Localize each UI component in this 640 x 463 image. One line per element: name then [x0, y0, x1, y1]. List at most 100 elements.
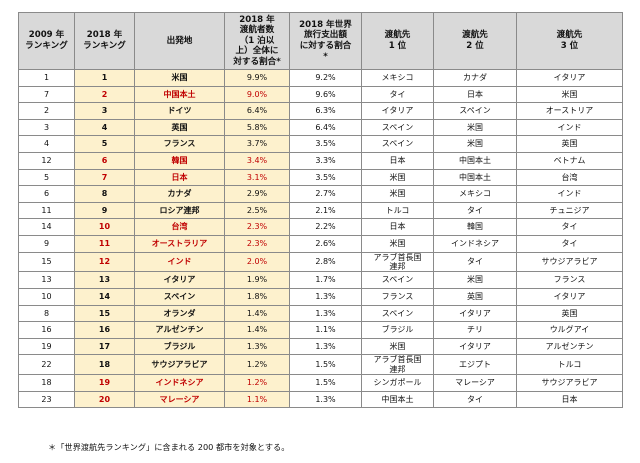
share-travelers-cell: 1.2%: [224, 374, 290, 392]
rank-2009-cell: 7: [18, 85, 75, 104]
share-travelers-cell: 3.1%: [224, 168, 290, 187]
table-row: 7 2 中国本土 9.0% 9.6% タイ 日本 米国: [18, 85, 623, 104]
ranking-table: 2009 年ランキング 2018 年ランキング 出発地 2018 年渡航者数 （1…: [18, 12, 623, 409]
share-travelers-cell: 2.5%: [224, 201, 290, 220]
rank-2009-cell: 9: [18, 234, 75, 253]
destination-2-cell: チリ: [433, 321, 517, 339]
table-row: 10 14 スペイン 1.8% 1.3% フランス 英国 イタリア: [18, 287, 623, 306]
origin-cell: 英国: [134, 118, 225, 137]
header-destination-1: 渡航先 1 位: [361, 12, 434, 70]
destination-1-cell: 中国本土: [361, 390, 434, 409]
origin-cell: カナダ: [134, 185, 225, 203]
share-travelers-cell: 2.3%: [224, 234, 290, 253]
destination-3-cell: 日本: [516, 390, 623, 409]
share-spend-cell: 6.3%: [289, 102, 362, 120]
table-row: 22 18 サウジアラビア 1.2% 1.5% アラブ首長国 連邦 エジプト トルコ: [18, 354, 623, 376]
table-row: 2 3 ドイツ 6.4% 6.3% イタリア スペイン オーストリア: [18, 102, 623, 120]
destination-1-cell: スペイン: [361, 271, 434, 289]
share-travelers-cell: 1.1%: [224, 390, 290, 409]
destination-1-cell: シンガポール: [361, 374, 434, 392]
rank-2009-cell: 22: [18, 354, 75, 376]
share-spend-cell: 2.6%: [289, 234, 362, 253]
share-travelers-cell: 6.4%: [224, 102, 290, 120]
destination-2-cell: イタリア: [433, 337, 517, 356]
share-travelers-cell: 3.7%: [224, 135, 290, 153]
destination-1-cell: ブラジル: [361, 321, 434, 339]
origin-cell: ロシア連邦: [134, 201, 225, 220]
destination-3-cell: 台湾: [516, 168, 623, 187]
destination-1-cell: 米国: [361, 234, 434, 253]
destination-3-cell: インド: [516, 185, 623, 203]
destination-2-cell: エジプト: [433, 354, 517, 376]
ranking-table-container: 2009 年ランキング 2018 年ランキング 出発地 2018 年渡航者数 （1…: [18, 12, 623, 409]
table-row: 18 19 インドネシア 1.2% 1.5% シンガポール マレーシア サウジアラビア: [18, 374, 623, 392]
rank-2018-cell: 6: [74, 151, 135, 170]
share-spend-cell: 1.3%: [289, 287, 362, 306]
share-spend-cell: 6.4%: [289, 118, 362, 137]
table-row: 11 9 ロシア連邦 2.5% 2.1% トルコ タイ チュニジア: [18, 201, 623, 220]
header-share-spend: 2018 年世界 旅行支出額 に対する割合 *: [289, 12, 362, 70]
header-destination-3: 渡航先 3 位: [516, 12, 623, 70]
table-row: 13 13 イタリア 1.9% 1.7% スペイン 米国 フランス: [18, 271, 623, 289]
origin-cell: 中国本土: [134, 85, 225, 104]
share-travelers-cell: 1.8%: [224, 287, 290, 306]
share-travelers-cell: 2.3%: [224, 218, 290, 236]
destination-3-cell: サウジアラビア: [516, 374, 623, 392]
destination-1-cell: 米国: [361, 168, 434, 187]
share-travelers-cell: 2.0%: [224, 251, 290, 273]
destination-3-cell: 米国: [516, 85, 623, 104]
origin-cell: インド: [134, 251, 225, 273]
rank-2018-cell: 1: [74, 69, 135, 87]
destination-2-cell: 英国: [433, 287, 517, 306]
rank-2018-cell: 8: [74, 185, 135, 203]
destination-2-cell: タイ: [433, 390, 517, 409]
destination-1-cell: トルコ: [361, 201, 434, 220]
share-spend-cell: 9.6%: [289, 85, 362, 104]
origin-cell: 韓国: [134, 151, 225, 170]
destination-2-cell: 中国本土: [433, 168, 517, 187]
destination-2-cell: 米国: [433, 118, 517, 137]
rank-2018-cell: 2: [74, 85, 135, 104]
rank-2018-cell: 15: [74, 304, 135, 323]
rank-2009-cell: 2: [18, 102, 75, 120]
destination-3-cell: 英国: [516, 304, 623, 323]
destination-1-cell: スペイン: [361, 304, 434, 323]
destination-1-cell: 日本: [361, 151, 434, 170]
destination-3-cell: イタリア: [516, 69, 623, 87]
destination-3-cell: インド: [516, 118, 623, 137]
share-spend-cell: 1.3%: [289, 304, 362, 323]
destination-2-cell: タイ: [433, 251, 517, 273]
destination-3-cell: 英国: [516, 135, 623, 153]
rank-2009-cell: 23: [18, 390, 75, 409]
destination-2-cell: イタリア: [433, 304, 517, 323]
share-travelers-cell: 1.4%: [224, 321, 290, 339]
footnote: ＊「世界渡航先ランキング」に含まれる 200 都市を対象とする。: [48, 442, 290, 452]
share-travelers-cell: 1.2%: [224, 354, 290, 376]
header-destination-2: 渡航先 2 位: [433, 12, 517, 70]
rank-2009-cell: 12: [18, 151, 75, 170]
rank-2018-cell: 9: [74, 201, 135, 220]
rank-2018-cell: 12: [74, 251, 135, 273]
destination-1-cell: フランス: [361, 287, 434, 306]
share-travelers-cell: 9.0%: [224, 85, 290, 104]
destination-3-cell: トルコ: [516, 354, 623, 376]
share-travelers-cell: 3.4%: [224, 151, 290, 170]
destination-3-cell: タイ: [516, 218, 623, 236]
origin-cell: ドイツ: [134, 102, 225, 120]
origin-cell: スペイン: [134, 287, 225, 306]
rank-2009-cell: 14: [18, 218, 75, 236]
rank-2009-cell: 13: [18, 271, 75, 289]
rank-2009-cell: 6: [18, 185, 75, 203]
destination-3-cell: アルゼンチン: [516, 337, 623, 356]
rank-2018-cell: 4: [74, 118, 135, 137]
share-travelers-cell: 1.9%: [224, 271, 290, 289]
origin-cell: オランダ: [134, 304, 225, 323]
rank-2009-cell: 19: [18, 337, 75, 356]
destination-3-cell: イタリア: [516, 287, 623, 306]
rank-2018-cell: 20: [74, 390, 135, 409]
destination-1-cell: 米国: [361, 185, 434, 203]
share-travelers-cell: 5.8%: [224, 118, 290, 137]
table-row: 1 1 米国 9.9% 9.2% メキシコ カナダ イタリア: [18, 69, 623, 87]
destination-2-cell: インドネシア: [433, 234, 517, 253]
origin-cell: フランス: [134, 135, 225, 153]
